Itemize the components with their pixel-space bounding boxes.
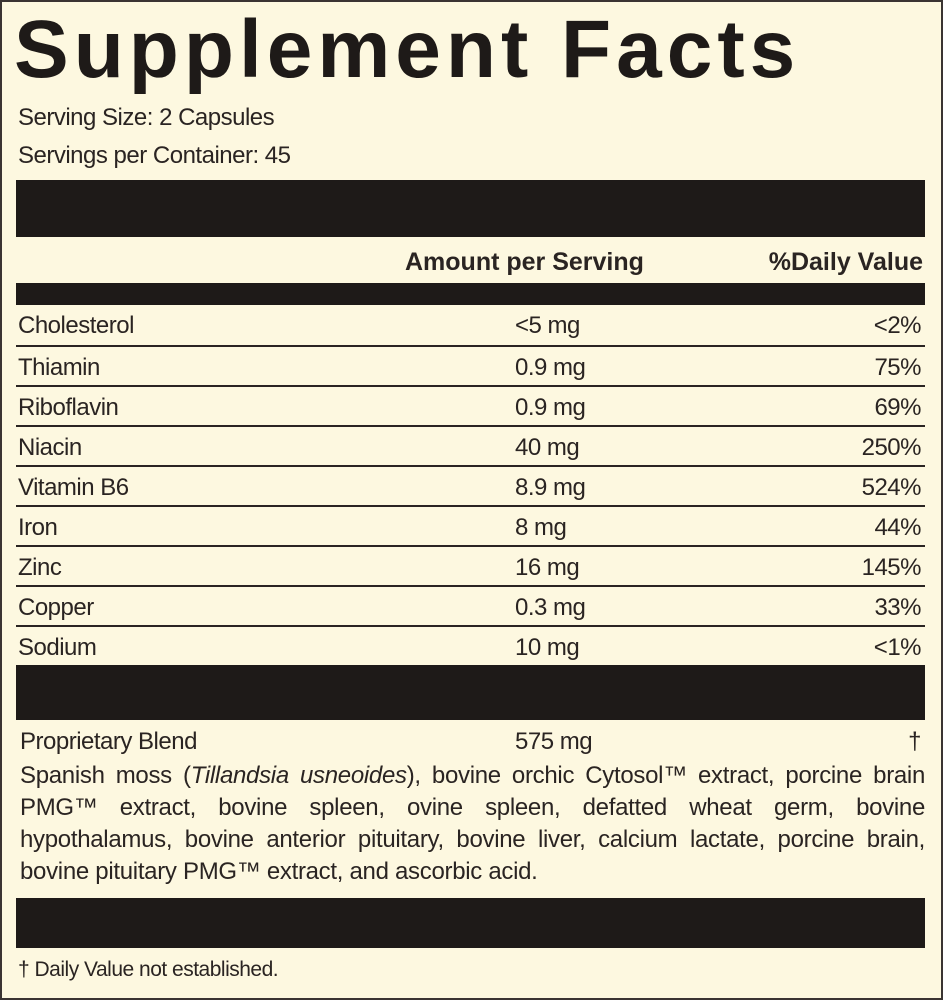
servings-per-container: Servings per Container: 45 (18, 142, 291, 169)
nutrient-amount: 0.9 mg (515, 394, 586, 421)
column-header: %Daily Value (768, 248, 923, 276)
nutrient-amount: 8 mg (515, 514, 567, 541)
nutrient-amount: 0.3 mg (515, 594, 586, 621)
nutrient-name: Riboflavin (18, 394, 119, 421)
nutrient-row: Thiamin 0.9 mg 75% (16, 345, 925, 387)
footnote: † Daily Value not established. (18, 958, 279, 981)
blend-daily-value: † (908, 728, 921, 755)
nutrient-daily-value: 250% (861, 434, 922, 461)
blend-amount: 575 mg (515, 728, 593, 755)
nutrient-name: Cholesterol (18, 312, 134, 339)
nutrient-row: Iron 8 mg 44% (16, 505, 925, 547)
nutrient-amount: 0.9 mg (515, 354, 586, 381)
nutrient-row: Zinc 16 mg 145% (16, 545, 925, 587)
title: Supplement Facts (14, 4, 801, 95)
nutrient-daily-value: 44% (874, 514, 921, 541)
ingredients-text: Spanish moss ( (20, 762, 191, 789)
serving-size: Serving Size: 2 Capsules (18, 104, 275, 131)
nutrient-name: Sodium (18, 634, 97, 661)
ingredients-latin: Tillandsia usneoides (190, 762, 407, 789)
divider-bar (16, 898, 925, 948)
column-header: Amount per Serving (405, 248, 644, 276)
nutrient-row: Vitamin B6 8.9 mg 524% (16, 465, 925, 507)
blend-name: Proprietary Blend (20, 728, 197, 755)
nutrient-name: Vitamin B6 (18, 474, 129, 501)
nutrient-name: Copper (18, 594, 94, 621)
nutrient-row: Riboflavin 0.9 mg 69% (16, 385, 925, 427)
nutrient-amount: <5 mg (515, 312, 580, 339)
ingredients: Spanish moss (Tillandsia usneoides), bov… (20, 760, 925, 888)
nutrient-name: Iron (18, 514, 58, 541)
nutrient-amount: 40 mg (515, 434, 580, 461)
nutrient-daily-value: 524% (861, 474, 922, 501)
nutrient-amount: 10 mg (515, 634, 580, 661)
nutrient-daily-value: 75% (874, 354, 921, 381)
nutrient-daily-value: <1% (873, 634, 922, 661)
nutrient-row: Cholesterol <5 mg <2% (16, 305, 925, 345)
nutrient-row: Copper 0.3 mg 33% (16, 585, 925, 627)
ingredients-text: ), bovine orchic Cytosol™ extract, porci… (20, 762, 926, 885)
nutrient-amount: 16 mg (515, 554, 580, 581)
divider-bar (16, 283, 925, 305)
nutrient-daily-value: 33% (874, 594, 921, 621)
nutrient-name: Zinc (18, 554, 62, 581)
nutrient-name: Thiamin (18, 354, 100, 381)
nutrient-daily-value: 145% (861, 554, 922, 581)
nutrient-row: Sodium 10 mg <1% (16, 625, 925, 667)
nutrient-daily-value: <2% (873, 312, 922, 339)
nutrient-name: Niacin (18, 434, 82, 461)
divider-bar (16, 665, 925, 720)
nutrient-row: Niacin 40 mg 250% (16, 425, 925, 467)
nutrient-daily-value: 69% (874, 394, 921, 421)
divider-bar (16, 180, 925, 237)
nutrient-amount: 8.9 mg (515, 474, 586, 501)
